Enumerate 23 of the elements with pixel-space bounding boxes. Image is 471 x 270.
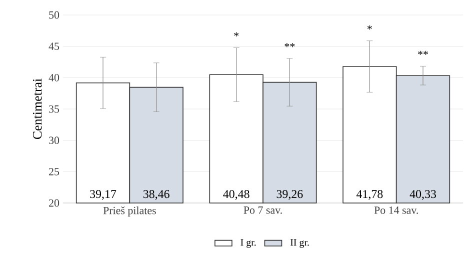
y-tick-label: 40 [48, 74, 60, 82]
x-tick-label: Prieš pilates [103, 206, 156, 216]
y-tick-label: 45 [48, 42, 60, 50]
y-axis-title: Centimetrai [32, 78, 42, 140]
data-label: 40,48 [223, 190, 250, 200]
annotation: * [367, 25, 372, 30]
data-label: 39,17 [90, 190, 116, 200]
legend-label: II gr. [290, 239, 309, 248]
y-tick-label: 30 [49, 136, 60, 144]
x-tick-label: Po 7 sav. [244, 206, 282, 214]
annotation: ** [284, 43, 295, 48]
x-tick-label: Po 14 sav. [374, 206, 418, 214]
annotation: ** [418, 50, 428, 55]
data-label: 38,46 [143, 190, 170, 200]
y-tick-label: 50 [49, 11, 60, 19]
y-tick-label: 35 [49, 105, 60, 113]
annotation: * [234, 32, 239, 36]
y-tick-label: 20 [49, 199, 60, 207]
data-label: 40,33 [410, 190, 436, 200]
data-label: 41,78 [356, 190, 383, 200]
legend-label: I gr. [240, 239, 256, 248]
y-tick-label: 25 [49, 168, 60, 176]
data-label: 39,26 [276, 190, 303, 200]
